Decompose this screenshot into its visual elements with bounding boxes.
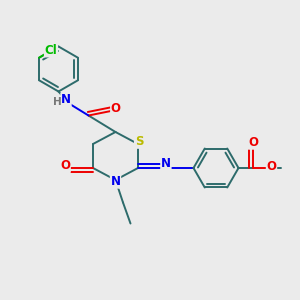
Text: H: H: [52, 97, 62, 107]
Text: O: O: [266, 160, 277, 173]
Text: N: N: [110, 175, 121, 188]
Text: S: S: [135, 135, 143, 148]
Text: O: O: [60, 159, 70, 172]
Text: N: N: [161, 157, 171, 170]
Text: N: N: [61, 93, 71, 106]
Text: O: O: [248, 136, 259, 149]
Text: O: O: [111, 101, 121, 115]
Text: Cl: Cl: [45, 44, 57, 57]
